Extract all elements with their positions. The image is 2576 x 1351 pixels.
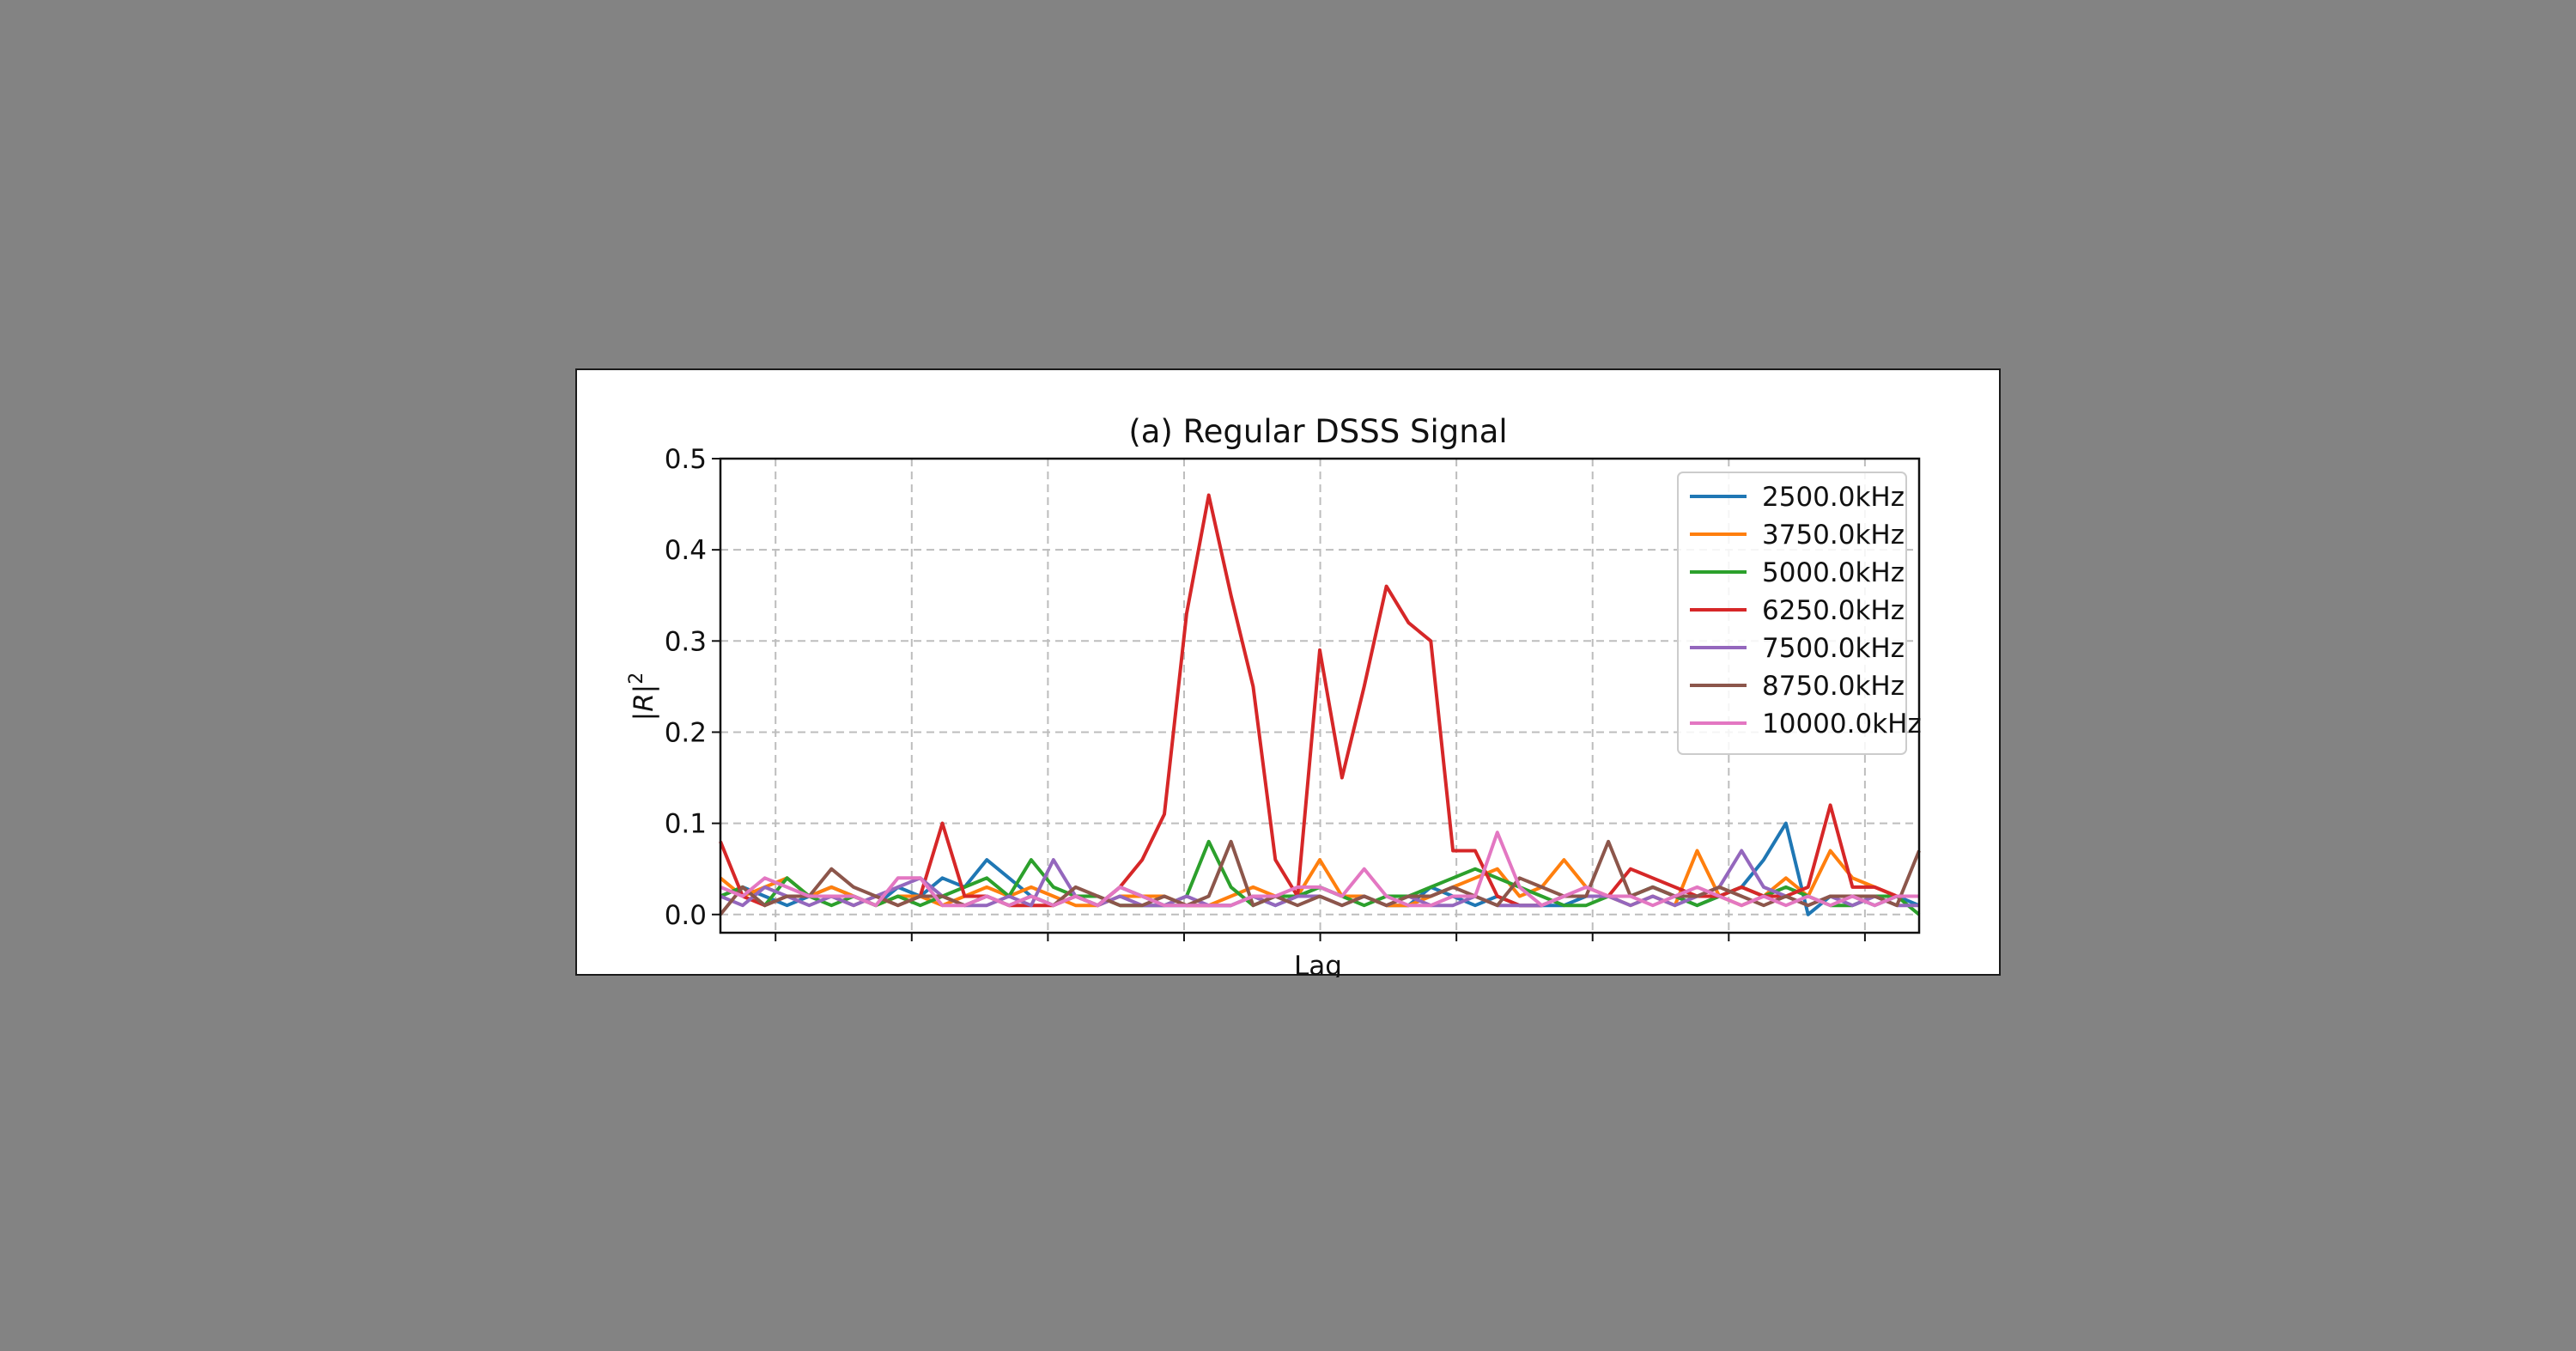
legend-label: 2500.0kHz bbox=[1762, 482, 1905, 513]
legend: 2500.0kHz 3750.0kHz 5000.0kHz 6250.0kHz 7500… bbox=[1677, 472, 1922, 755]
chart-title: (a) Regular DSSS Signal bbox=[1128, 413, 1507, 450]
chart-svg: (a) Regular DSSS Signal Lag |R|2 0.00.10… bbox=[626, 413, 1922, 977]
series-layer bbox=[719, 493, 1921, 916]
x-axis-label: Lag bbox=[1294, 951, 1342, 977]
y-tick-label: 0.0 bbox=[665, 900, 707, 931]
legend-label: 8750.0kHz bbox=[1762, 671, 1905, 702]
y-tick-label: 0.3 bbox=[665, 626, 707, 657]
series-line-8750-0khz bbox=[719, 839, 1921, 916]
y-tick-label: 0.4 bbox=[665, 535, 707, 566]
legend-label: 7500.0kHz bbox=[1762, 633, 1905, 664]
series-line-10000-0khz bbox=[720, 831, 1919, 908]
y-tick-label: 0.5 bbox=[665, 444, 707, 475]
legend-label: 10000.0kHz bbox=[1762, 709, 1922, 739]
plot-area-frame bbox=[719, 457, 1921, 934]
y-tick-label: 0.2 bbox=[665, 717, 707, 748]
chart-figure: (a) Regular DSSS Signal Lag |R|2 0.0 0.1 0… bbox=[575, 368, 2001, 977]
y-tick-label: 0.1 bbox=[665, 809, 707, 840]
legend-label: 6250.0kHz bbox=[1762, 595, 1905, 626]
y-axis-label: |R|2 bbox=[626, 672, 659, 721]
y-ticks: 0.0 0.1 0.2 0.3 0.4 0.5 bbox=[665, 444, 720, 931]
legend-label: 3750.0kHz bbox=[1762, 520, 1905, 551]
x-ticks bbox=[775, 933, 1866, 941]
legend-label: 5000.0kHz bbox=[1762, 557, 1905, 588]
